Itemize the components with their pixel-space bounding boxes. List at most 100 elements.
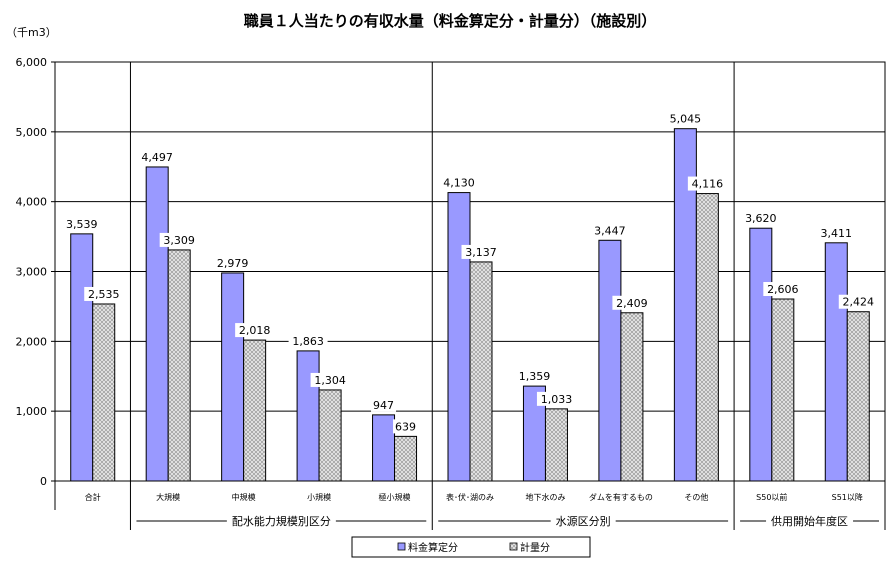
legend-box: [351, 536, 591, 558]
x-tick-label: 地下水のみ: [525, 492, 565, 502]
data-label: 2,606: [767, 283, 799, 296]
data-label-background: [763, 282, 803, 297]
y-tick-label: 6,000: [16, 56, 48, 69]
data-label: 5,045: [670, 113, 702, 126]
legend-entry: 料金算定分: [408, 541, 458, 554]
group-label: 水源区分別: [556, 514, 611, 528]
data-label: 3,539: [66, 218, 98, 231]
group-label: 配水能力規模別区分: [232, 514, 331, 528]
data-labels: 3,539 2,535 4,497 3,309 2,979 2,018 1,863 1,304…: [62, 111, 878, 434]
chart-title: 職員１人当たりの有収水量（料金算定分・計量分）（施設別）: [244, 12, 657, 30]
data-label: 947: [373, 399, 394, 412]
bar: [167, 249, 191, 482]
data-label: 1,863: [292, 335, 324, 348]
legend-swatch: [397, 542, 406, 551]
y-axis-ticks: 0 1,000 2,000 3,000 4,000 5,000 6,000: [16, 56, 55, 488]
data-label-background: [838, 294, 878, 309]
x-tick-label: 大規模: [156, 492, 180, 502]
legend: 料金算定分 計量分: [351, 536, 591, 558]
data-label-background: [590, 223, 630, 238]
data-label-background: [137, 149, 177, 164]
y-tick-label: 5,000: [16, 126, 48, 139]
data-label: 4,130: [443, 177, 475, 190]
bar: [243, 339, 267, 482]
data-label: 1,033: [541, 393, 573, 406]
data-label-background: [687, 176, 727, 191]
data-label: 2,535: [88, 288, 120, 301]
bar: [469, 261, 493, 482]
data-label-background: [310, 372, 350, 387]
data-label: 3,309: [163, 234, 195, 247]
data-label-background: [816, 225, 856, 240]
legend-swatch: [509, 542, 518, 551]
y-tick-label: 1,000: [16, 405, 48, 418]
bar: [598, 239, 622, 482]
x-tick-label: 極小規模: [379, 492, 411, 502]
data-label-background: [84, 286, 124, 301]
data-label: 2,424: [843, 296, 875, 309]
x-tick-label: 表･伏･湖のみ: [446, 492, 494, 502]
bar: [695, 193, 719, 482]
bar: [846, 311, 870, 482]
bar: [447, 192, 471, 482]
group-label: 供用開始年度区: [771, 514, 848, 528]
data-label-background: [439, 175, 479, 190]
data-label-background: [62, 216, 102, 231]
data-label: 4,497: [141, 151, 173, 164]
x-tick-label: 小規模: [307, 492, 331, 502]
bar: [824, 242, 848, 482]
data-label: 1,359: [519, 370, 551, 383]
bar: [92, 303, 116, 482]
y-tick-label: 4,000: [16, 196, 48, 209]
data-label-background: [288, 333, 328, 348]
y-tick-label: 3,000: [16, 266, 48, 279]
x-tick-label: 合計: [85, 492, 101, 502]
data-label-background: [213, 255, 253, 270]
x-tick-label: S51以降: [832, 492, 863, 502]
bar: [394, 435, 418, 482]
bar: [70, 233, 94, 482]
y-tick-label: 0: [40, 475, 47, 488]
data-label: 2,409: [616, 297, 648, 310]
data-label-background: [461, 244, 501, 259]
bar: [372, 414, 396, 482]
x-tick-label: ダムを有するもの: [589, 492, 653, 502]
category-groups: 配水能力規模別区分 水源区分別 供用開始年度区: [136, 514, 879, 528]
x-tick-label: その他: [684, 492, 708, 502]
x-tick-label: 中規模: [232, 492, 256, 502]
legend-entry: 計量分: [520, 541, 550, 554]
x-tick-label: S50以前: [756, 492, 787, 502]
data-label: 4,116: [692, 178, 724, 191]
bar: [145, 166, 169, 482]
data-label: 1,304: [314, 374, 346, 387]
bar: [620, 312, 644, 482]
data-label: 3,411: [821, 227, 853, 240]
data-label-background: [159, 232, 199, 247]
y-tick-label: 2,000: [16, 335, 48, 348]
data-label-background: [393, 419, 419, 434]
data-label: 3,447: [594, 224, 626, 237]
bar: [749, 227, 773, 482]
y-axis-unit-label: （千m3）: [6, 26, 57, 39]
data-label-background: [665, 111, 705, 126]
data-label: 3,137: [465, 246, 497, 259]
data-label: 639: [395, 420, 416, 433]
bar: [221, 272, 245, 482]
data-label-background: [536, 391, 576, 406]
data-label: 2,979: [217, 257, 249, 270]
data-label-background: [514, 369, 554, 384]
data-label-background: [235, 323, 275, 338]
plot-area-frame: [54, 61, 886, 482]
bar: [318, 389, 342, 482]
bar: [771, 298, 795, 482]
bar: [296, 350, 320, 482]
data-label-background: [612, 295, 652, 310]
x-axis-ticks: 合計 大規模 中規模 小規模 極小規模 表･伏･湖のみ 地下水のみ ダムを有するもの その他 S5…: [85, 492, 863, 502]
bar: [544, 408, 568, 482]
data-label: 3,620: [745, 212, 777, 225]
axes: [54, 61, 886, 530]
data-label-background: [371, 397, 397, 412]
data-label-background: [741, 211, 781, 226]
data-label: 2,018: [239, 324, 271, 337]
